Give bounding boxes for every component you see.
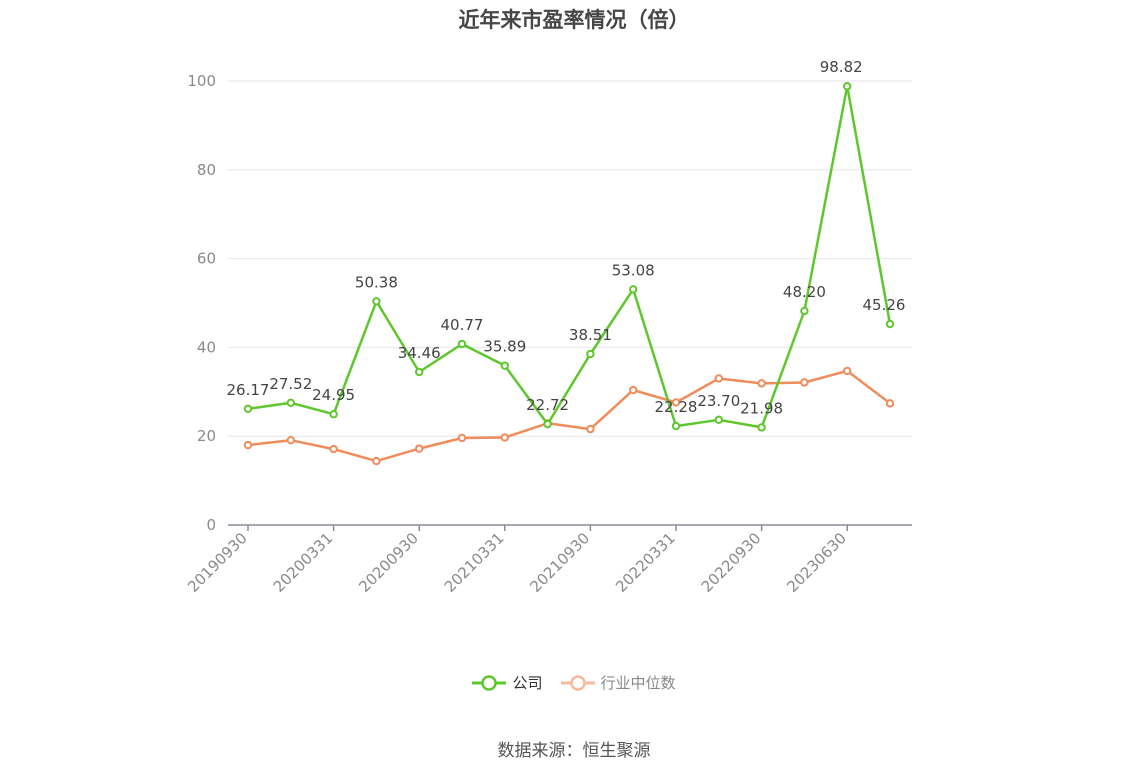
line-chart: 0 20 40 60 80 100 20190930 20200331 20200930 202… [184,58,912,596]
data-point-s0-2 [329,410,338,419]
data-label-14: 98.82 [820,58,863,76]
data-point-s1-5 [457,433,467,443]
legend-swatch-company-icon [472,674,507,691]
data-point-s0-4 [415,367,424,377]
data-point-s0-15 [885,319,895,329]
data-label-3: 50.38 [355,273,398,291]
data-label-2: 24.95 [312,386,355,404]
data-point-s1-14 [843,366,852,376]
series-line-0 [247,84,892,429]
legend-item-industry[interactable]: 行业中位数 [560,672,676,693]
data-point-s0-11 [714,415,723,424]
y-tick-labels: 0 20 40 60 80 100 [187,72,216,534]
x-tick-label-7: 20230630 [783,529,850,596]
y-tick-label-1: 20 [197,427,216,445]
data-point-s1-3 [372,456,381,466]
data-label-0: 26.17 [227,381,270,399]
x-tick-labels: 20190930 20200331 20200930 20210331 20210930… [184,529,850,596]
y-tick-label-4: 80 [197,161,216,179]
data-label-12: 21.98 [740,399,783,417]
data-point-s0-12 [757,423,766,432]
data-point-s0-5 [457,339,467,349]
data-point-s1-4 [415,444,424,453]
data-label-11: 23.70 [697,392,740,410]
data-point-s0-9 [629,285,638,294]
legend-label-industry: 行业中位数 [600,674,676,692]
data-label-5: 40.77 [441,316,484,334]
data-label-4: 34.46 [398,344,441,362]
data-label-1: 27.52 [269,375,312,393]
data-point-s1-2 [329,444,338,454]
x-tick-label-5: 20220331 [612,529,679,596]
data-point-s0-3 [372,297,381,306]
legend-swatch-industry-icon [560,674,595,691]
data-label-6: 35.89 [483,338,526,356]
data-point-s1-13 [800,378,809,387]
data-point-s0-6 [500,361,509,370]
grid-lines [228,80,912,437]
data-point-s1-8 [586,424,595,434]
y-tick-label-5: 100 [187,72,216,90]
data-point-s0-8 [586,349,595,359]
data-label-7: 22.72 [526,396,569,414]
data-point-s1-12 [757,379,766,388]
y-tick-label-3: 60 [197,250,216,268]
legend: 公司 行业中位数 [0,672,1148,693]
x-tick-label-4: 20210930 [527,529,594,596]
data-point-s0-13 [800,306,809,316]
y-tick-label-2: 40 [197,338,216,356]
data-point-s0-14 [843,82,852,91]
series-line-1 [247,369,891,463]
data-point-s1-11 [714,374,723,383]
data-point-s1-9 [629,385,638,395]
x-tick-label-6: 20220930 [698,529,765,596]
x-tick-label-2: 20200930 [355,529,422,596]
data-point-s0-1 [286,398,295,408]
data-point-s1-0 [243,440,253,450]
data-source: 数据来源：恒生聚源 [497,741,651,761]
data-point-s0-0 [243,404,253,414]
data-label-13: 48.20 [783,283,826,301]
series-layer [243,82,895,466]
data-label-8: 38.51 [569,326,612,344]
legend-label-company: 公司 [512,674,543,692]
y-tick-label-0: 0 [206,516,216,534]
x-tick-label-3: 20210331 [441,529,508,596]
data-point-s0-7 [543,419,552,429]
x-tick-label-0: 20190930 [184,529,251,596]
data-point-s1-1 [286,435,295,445]
data-point-s1-6 [500,433,509,442]
data-point-s1-10 [671,398,681,407]
data-label-9: 53.08 [612,261,655,279]
data-label-10: 22.28 [655,398,698,416]
axes [228,524,912,531]
legend-item-company[interactable]: 公司 [472,672,543,693]
data-point-s1-15 [885,399,895,408]
data-label-15: 45.26 [863,296,906,314]
chart-title: 近年来市盈率情况（倍） [458,8,690,32]
data-point-s0-10 [671,421,681,431]
x-tick-label-1: 20200331 [270,529,337,596]
